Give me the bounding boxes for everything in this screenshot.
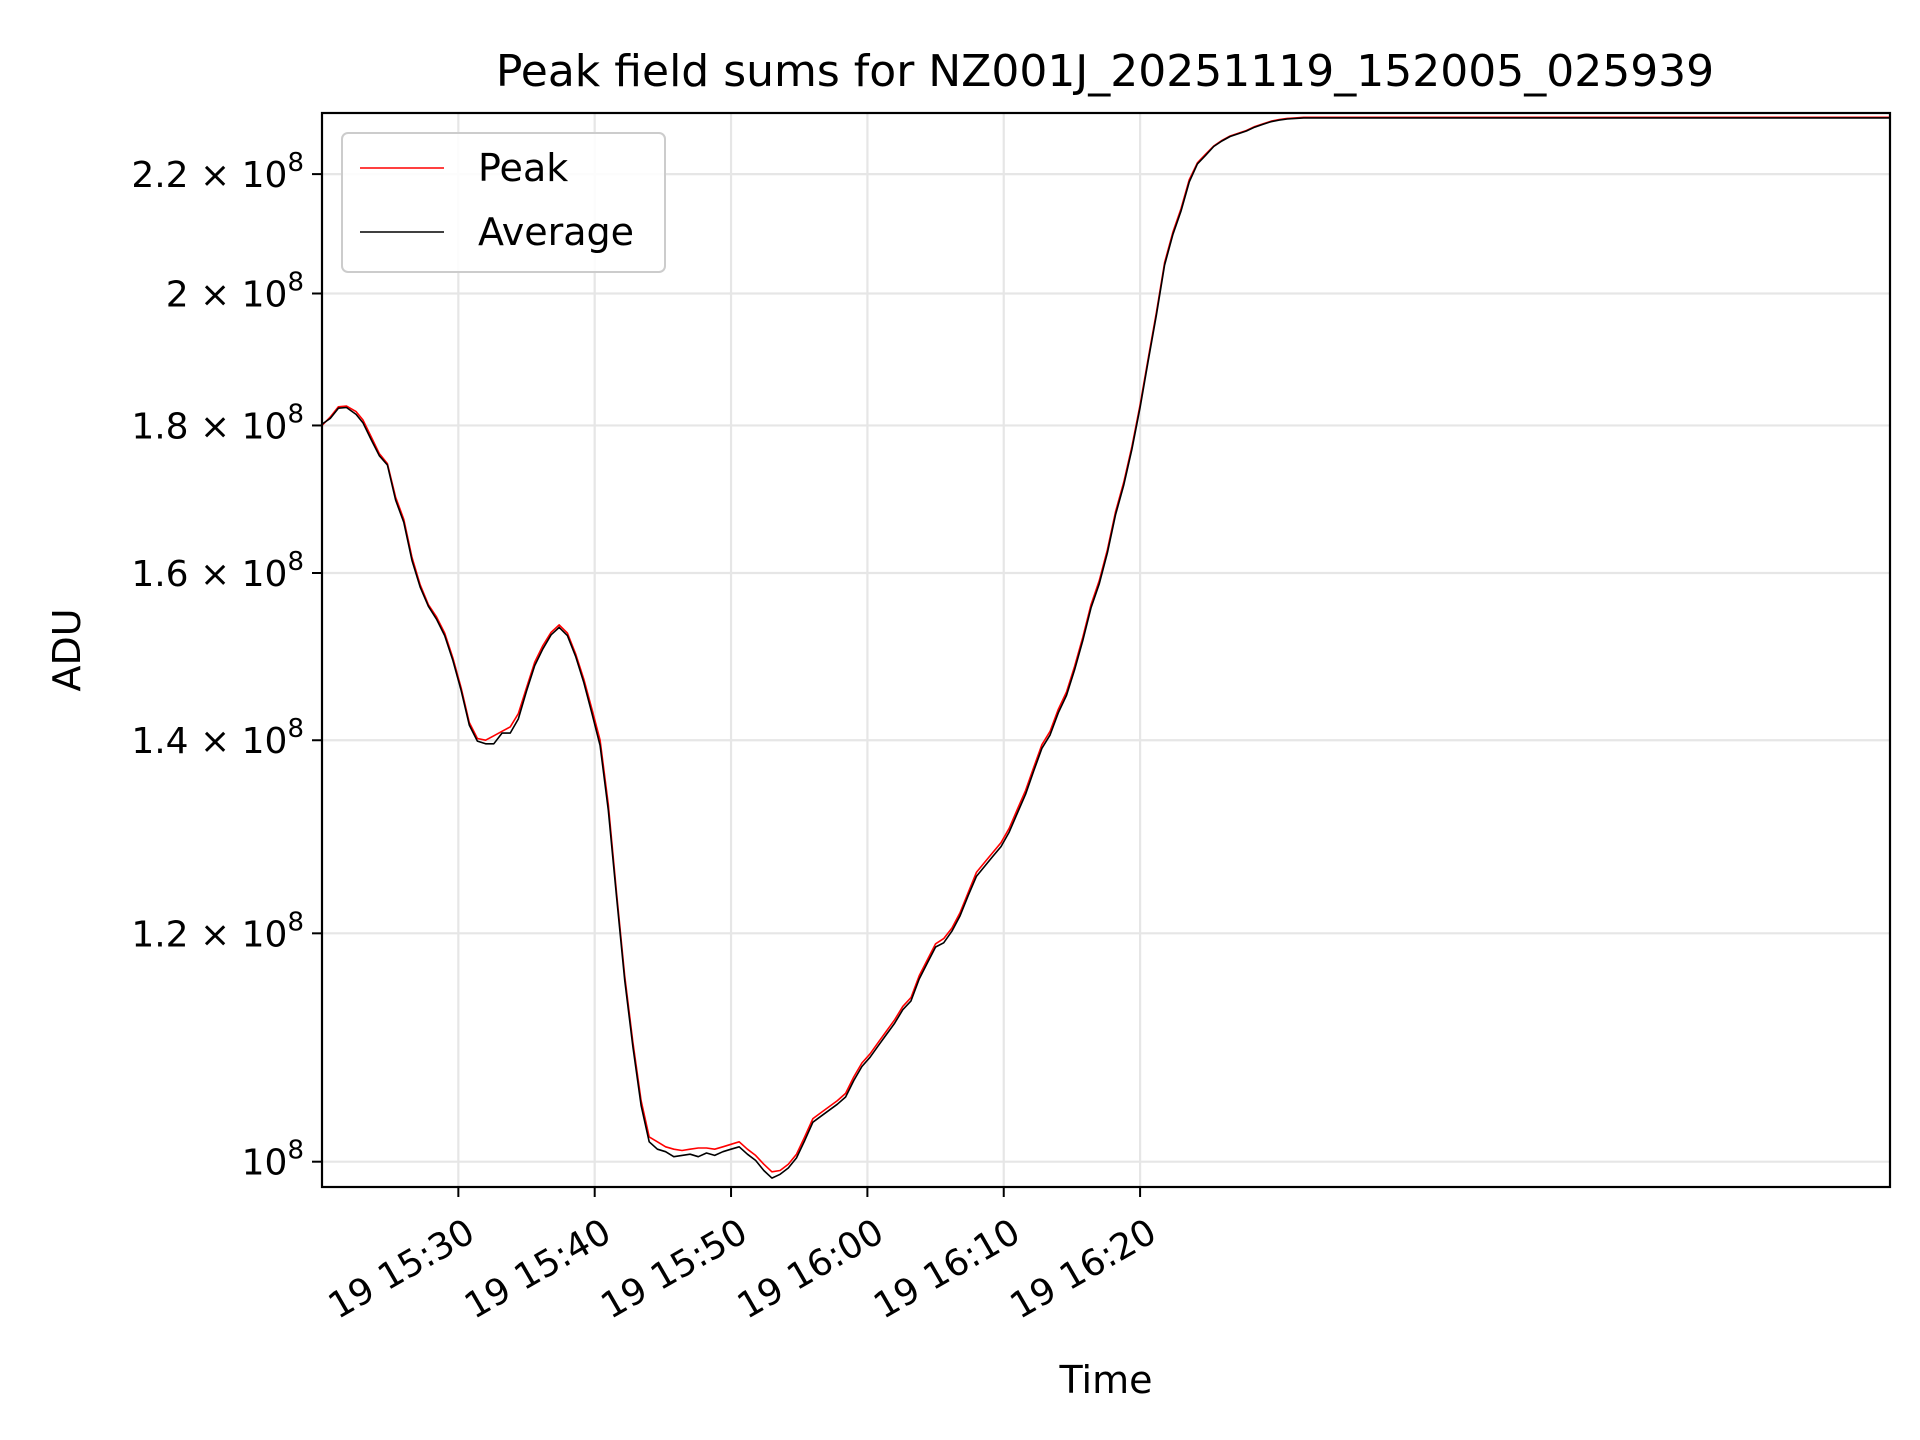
- y-tick-label: 108: [242, 1136, 304, 1184]
- y-tick-label: 2.2 × 108: [131, 148, 304, 196]
- series-layer: [321, 116, 1890, 1179]
- legend-label-peak: Peak: [478, 146, 568, 190]
- y-tick-label: 1.4 × 108: [131, 714, 304, 762]
- grid: [322, 113, 1890, 1187]
- legend-label-average: Average: [478, 210, 634, 254]
- y-axis-label: ADU: [45, 608, 89, 691]
- legend: Peak Average: [341, 132, 666, 273]
- y-tick-label: 2 × 108: [166, 267, 304, 315]
- chart-title: Peak field sums for NZ001J_20251119_1520…: [496, 46, 1714, 97]
- x-axis-label: Time: [1059, 1358, 1153, 1402]
- plot-frame: [320, 111, 1892, 1189]
- y-tick-label: 1.6 × 108: [131, 547, 304, 595]
- series-line-average: [321, 117, 1890, 1179]
- y-tick-label: 1.2 × 108: [131, 907, 304, 955]
- y-tick-label: 1.8 × 108: [131, 399, 304, 447]
